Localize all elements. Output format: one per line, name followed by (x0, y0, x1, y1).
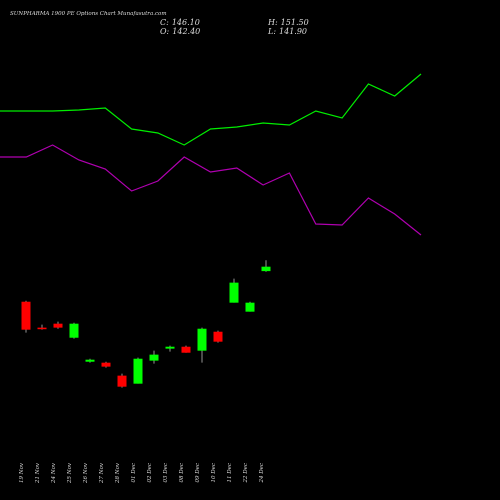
candle-body (133, 358, 143, 384)
x-tick-label: 22 Dec (243, 463, 249, 484)
candle-body (229, 282, 239, 303)
summary-item: O: 142.40 (160, 27, 200, 36)
summary-label: O: (160, 27, 170, 36)
summary-label: L: (267, 27, 276, 36)
candle-body (21, 301, 31, 330)
summary-label: C: (160, 18, 169, 27)
candle-body (213, 331, 223, 342)
candle-body (69, 323, 79, 338)
x-tick-label: 25 Nov (67, 462, 73, 484)
summary-item: C: 146.10 (160, 18, 200, 27)
summary-value: 151.50 (281, 18, 309, 27)
candle-body (181, 346, 191, 353)
summary-value: 146.10 (172, 18, 200, 27)
line-series (0, 144, 422, 236)
line-series (0, 73, 422, 146)
x-tick-label: 24 Dec (259, 463, 265, 484)
x-tick-label: 27 Nov (99, 462, 105, 484)
candle-body (245, 302, 255, 312)
x-tick-label: 21 Nov (35, 462, 41, 484)
candle-body (101, 362, 111, 367)
x-tick-label: 03 Dec (163, 463, 169, 483)
x-tick-label: 19 Nov (19, 462, 25, 483)
candle-body (37, 327, 47, 330)
summary-item: L: 141.90 (267, 27, 307, 36)
candle-body (85, 359, 95, 362)
summary-item: H: 151.50 (267, 18, 309, 27)
chart-title: SUNPHARMA 1900 PE Options Chart Munafasu… (10, 11, 167, 17)
candle-body (165, 346, 175, 349)
x-tick-label: 02 Dec (147, 463, 153, 483)
summary-label: H: (267, 18, 278, 27)
x-tick-label: 24 Nov (51, 462, 57, 484)
candle-body (261, 266, 271, 272)
x-tick-label: 11 Dec (227, 463, 233, 483)
x-tick-label: 08 Dec (179, 463, 185, 483)
candle-body (117, 375, 127, 387)
x-tick-label: 26 Nov (83, 462, 89, 484)
x-tick-label: 10 Dec (211, 463, 217, 483)
summary-value: 142.40 (172, 27, 200, 36)
candle-body (53, 323, 63, 328)
candle-body (149, 354, 159, 361)
x-tick-label: 01 Dec (131, 463, 137, 483)
summary-value: 141.90 (279, 27, 307, 36)
x-tick-label: 28 Nov (115, 462, 121, 484)
x-tick-label: 09 Dec (195, 463, 201, 483)
candle-body (197, 328, 207, 351)
